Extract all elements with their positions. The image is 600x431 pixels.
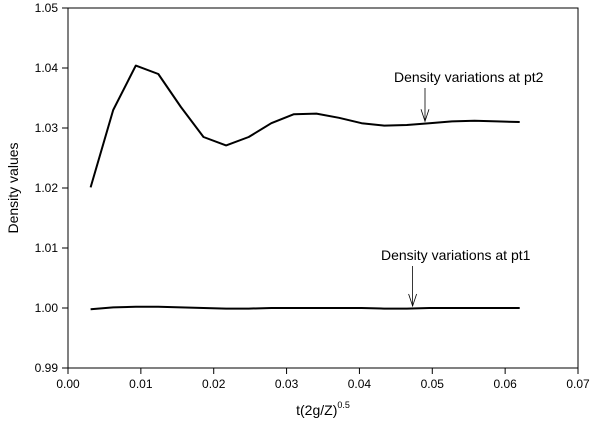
x-tick-label: 0.04	[348, 377, 372, 391]
y-tick-label: 1.02	[35, 181, 59, 195]
y-tick-label: 1.04	[35, 61, 59, 75]
x-tick-label: 0.01	[129, 377, 153, 391]
x-axis-title-superscript: 0.5	[337, 400, 350, 410]
x-tick-label: 0.00	[56, 377, 80, 391]
series-line-pt1	[90, 305, 520, 311]
annotation-pt1-label: Density variations at pt1	[381, 247, 531, 263]
x-tick-label: 0.05	[421, 377, 445, 391]
x-tick-label: 0.02	[202, 377, 226, 391]
annotation-arrow-head	[408, 293, 417, 308]
y-axis-ticks: 0.99 1.00 1.01 1.02 1.03 1.04 1.05	[35, 1, 68, 375]
y-tick-label: 0.99	[35, 361, 59, 375]
series-layer	[89, 64, 520, 311]
y-axis-title: Density values	[5, 142, 21, 233]
x-axis-ticks: 0.00 0.01 0.02 0.03 0.04 0.05 0.06 0.07	[56, 368, 590, 391]
x-axis-title-main: t(2g/Z)	[296, 402, 337, 418]
y-tick-label: 1.00	[35, 301, 59, 315]
y-tick-label: 1.05	[35, 1, 59, 15]
plot-frame	[67, 7, 579, 369]
series-line-pt2	[89, 64, 520, 188]
annotations-layer	[408, 88, 430, 308]
y-tick-label: 1.01	[35, 241, 59, 255]
x-tick-label: 0.07	[566, 377, 590, 391]
x-axis-title: t(2g/Z)0.5	[296, 400, 350, 418]
x-tick-label: 0.03	[275, 377, 299, 391]
annotation-pt2-label: Density variations at pt2	[394, 69, 544, 85]
annotation-arrow-head	[420, 109, 430, 123]
y-tick-label: 1.03	[35, 121, 59, 135]
x-tick-label: 0.06	[493, 377, 517, 391]
